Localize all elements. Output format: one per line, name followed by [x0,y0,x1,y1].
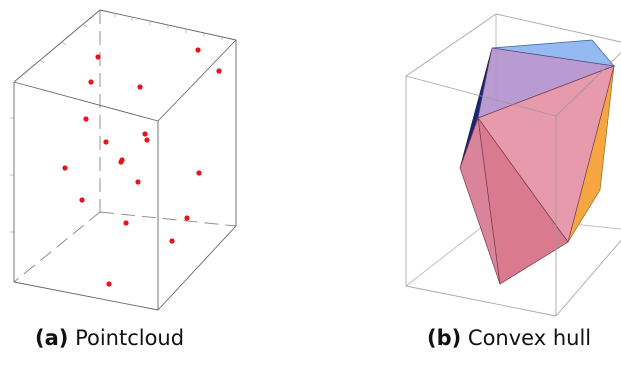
panel-b-convex-hull [405,13,621,317]
caption-a-label: (a) [35,326,69,350]
hull-face-lower-pink [477,117,569,285]
hull-box-front-edges [405,13,621,317]
point-16 [184,215,190,221]
point-4 [88,79,94,85]
point-3 [216,68,222,74]
caption-a: (a) Pointcloud [35,326,184,350]
caption-a-text: Pointcloud [75,326,185,350]
box-visible-edges [13,9,237,311]
point-17 [123,220,129,226]
point-15 [79,197,85,203]
point-2 [195,47,201,53]
point-19 [106,281,112,287]
caption-b-text: Convex hull [467,326,592,350]
point-9 [103,139,109,145]
caption-b-label: (b) [427,326,462,350]
point-cloud-points [62,47,222,287]
point-5 [137,84,143,90]
box-hidden-edges [13,10,237,283]
point-14 [135,179,141,185]
panel-a-pointcloud [10,9,237,311]
caption-b: (b) Convex hull [427,326,591,350]
axis-ticks [10,13,223,233]
point-18 [169,238,175,244]
point-6 [83,116,89,122]
point-8 [144,137,150,143]
point-11 [118,159,124,165]
point-7 [142,131,148,137]
point-13 [196,170,202,176]
point-1 [95,54,101,60]
point-12 [62,165,68,171]
